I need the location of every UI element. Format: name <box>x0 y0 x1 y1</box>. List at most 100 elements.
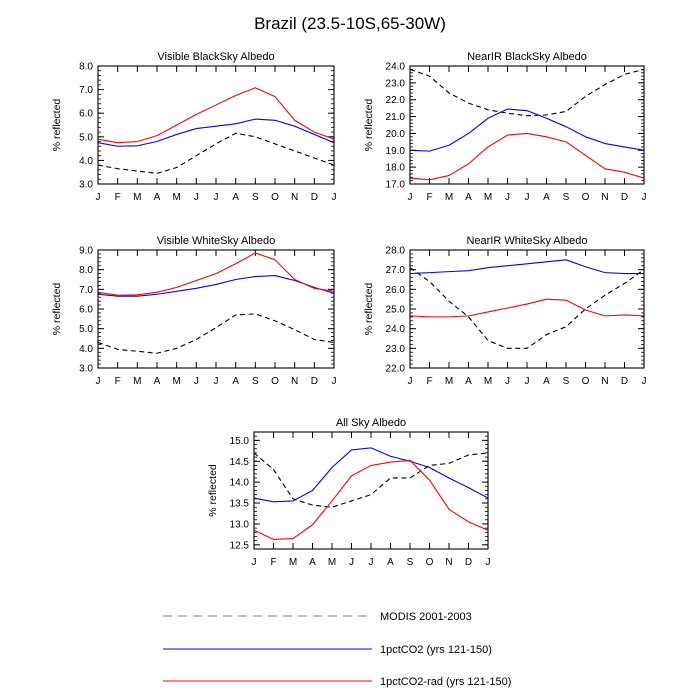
figure-title: Brazil (23.5-10S,65-30W) <box>254 14 446 33</box>
x-tick-label: M <box>133 192 141 203</box>
x-tick-label: O <box>271 376 279 387</box>
x-tick-label: J <box>214 192 219 203</box>
x-tick-label: J <box>408 376 413 387</box>
x-tick-label: S <box>252 192 259 203</box>
y-tick-label: 4.0 <box>79 156 93 167</box>
series-line <box>409 68 645 117</box>
series-line <box>253 447 489 503</box>
series-line <box>409 267 645 349</box>
y-tick-label: 17.0 <box>386 180 406 191</box>
x-tick-label: D <box>621 376 628 387</box>
x-tick-label: F <box>115 376 121 387</box>
x-tick-label: D <box>621 192 628 203</box>
x-tick-label: M <box>328 557 336 568</box>
y-tick-label: 22.0 <box>386 95 406 106</box>
x-tick-label: A <box>465 192 472 203</box>
y-axis-label: % reflected <box>51 99 63 152</box>
x-tick-label: O <box>582 192 590 203</box>
series-line <box>409 108 645 152</box>
plot-frame <box>409 65 645 185</box>
y-tick-label: 5.0 <box>79 132 93 143</box>
y-tick-label: 14.0 <box>230 478 250 489</box>
y-tick-label: 4.0 <box>79 344 93 355</box>
y-tick-label: 21.0 <box>386 112 406 123</box>
series-line <box>97 132 335 174</box>
x-tick-label: J <box>505 376 510 387</box>
x-tick-label: J <box>194 376 199 387</box>
x-tick-label: O <box>582 376 590 387</box>
x-tick-label: A <box>309 557 316 568</box>
x-tick-label: J <box>642 192 647 203</box>
x-tick-label: J <box>332 192 337 203</box>
x-tick-label: D <box>311 192 318 203</box>
panel-title: Visible BlackSky Albedo <box>157 51 274 63</box>
x-tick-label: A <box>154 192 161 203</box>
y-tick-label: 9.0 <box>79 246 93 257</box>
series-line <box>253 452 489 508</box>
y-tick-label: 6.0 <box>79 109 93 120</box>
x-tick-label: J <box>96 376 101 387</box>
y-tick-label: 27.0 <box>386 265 406 276</box>
x-tick-label: N <box>601 376 608 387</box>
x-tick-label: M <box>289 557 297 568</box>
y-tick-label: 3.0 <box>79 364 93 375</box>
x-tick-label: F <box>270 557 276 568</box>
x-tick-label: D <box>465 557 472 568</box>
x-tick-label: A <box>232 192 239 203</box>
legend-entry: MODIS 2001-2003 <box>163 611 472 623</box>
y-tick-label: 19.0 <box>386 146 406 157</box>
x-tick-label: A <box>387 557 394 568</box>
chart-panels: Visible BlackSky Albedo % reflected 3.0 4.0… <box>51 51 647 568</box>
y-tick-label: 13.5 <box>230 499 250 510</box>
x-tick-label: J <box>194 192 199 203</box>
y-tick-label: 7.0 <box>79 85 93 96</box>
plot-frame <box>97 249 335 369</box>
y-tick-label: 25.0 <box>386 305 406 316</box>
legend-label: 1pctCO2-rad (yrs 121-150) <box>380 676 511 688</box>
plot-frame <box>409 249 645 369</box>
y-axis-label: % reflected <box>51 283 63 336</box>
x-tick-label: J <box>525 192 530 203</box>
plot-frame <box>97 65 335 185</box>
y-tick-label: 23.0 <box>386 344 406 355</box>
x-tick-label: N <box>601 192 608 203</box>
x-tick-label: J <box>486 557 491 568</box>
chart-panel: All Sky Albedo % reflected 12.5 13.0 13.5 14.… <box>207 417 491 568</box>
x-tick-label: O <box>271 192 279 203</box>
legend: MODIS 2001-2003 1pctCO2 (yrs 121-150) 1pct… <box>163 611 511 688</box>
x-tick-label: S <box>407 557 414 568</box>
y-tick-label: 28.0 <box>386 246 406 257</box>
y-tick-label: 8.0 <box>79 62 93 73</box>
x-tick-label: J <box>349 557 354 568</box>
x-tick-label: A <box>543 376 550 387</box>
x-tick-label: J <box>525 376 530 387</box>
x-tick-label: M <box>484 192 492 203</box>
series-line <box>409 298 645 318</box>
panel-title: NearIR WhiteSky Albedo <box>466 235 587 247</box>
y-tick-label: 20.0 <box>386 129 406 140</box>
panel-title: Visible WhiteSky Albedo <box>157 235 275 247</box>
y-tick-label: 5.0 <box>79 324 93 335</box>
series-line <box>409 132 645 181</box>
y-axis-label: % reflected <box>207 464 219 517</box>
series-line <box>97 275 335 297</box>
x-tick-label: A <box>543 192 550 203</box>
x-tick-label: S <box>563 376 570 387</box>
x-tick-label: M <box>172 192 180 203</box>
x-tick-label: M <box>445 192 453 203</box>
y-tick-label: 18.0 <box>386 163 406 174</box>
legend-label: 1pctCO2 (yrs 121-150) <box>380 644 492 656</box>
series-line <box>97 252 335 296</box>
x-tick-label: J <box>96 192 101 203</box>
y-tick-label: 26.0 <box>386 285 406 296</box>
x-tick-label: S <box>563 192 570 203</box>
x-tick-label: J <box>214 376 219 387</box>
x-tick-label: M <box>133 376 141 387</box>
x-tick-label: F <box>426 376 432 387</box>
x-tick-label: J <box>369 557 374 568</box>
x-tick-label: A <box>154 376 161 387</box>
x-tick-label: M <box>484 376 492 387</box>
y-tick-label: 23.0 <box>386 78 406 89</box>
panel-title: All Sky Albedo <box>336 417 406 429</box>
